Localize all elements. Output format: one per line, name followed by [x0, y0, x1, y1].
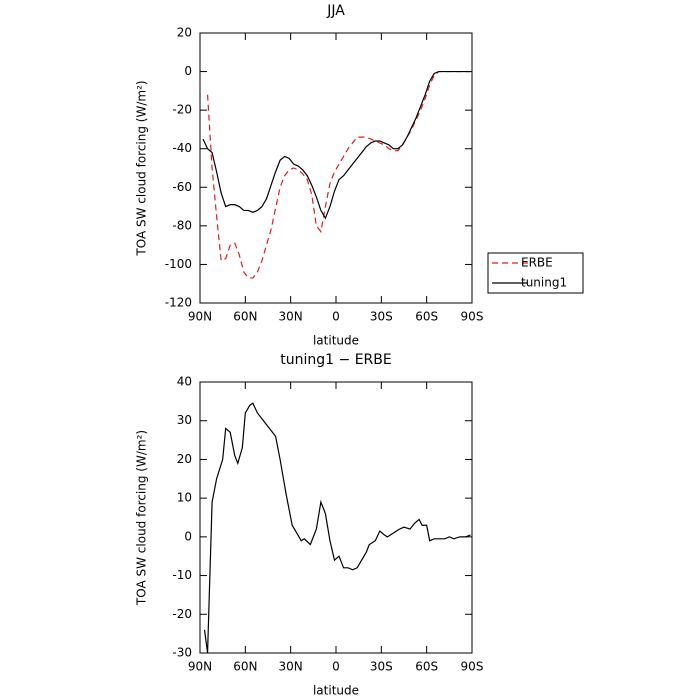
y-tick-label: -100 [165, 257, 192, 271]
y-tick-label: 0 [184, 529, 192, 543]
y-tick-label: 40 [177, 375, 192, 389]
x-tick-label: 90S [461, 310, 484, 324]
y-tick-label: -20 [172, 103, 192, 117]
y-tick-label: -60 [172, 180, 192, 194]
x-tick-label: 60N [233, 310, 257, 324]
x-axis-label: latitude [313, 334, 359, 348]
y-tick-label: 30 [177, 413, 192, 427]
y-tick-label: -20 [172, 607, 192, 621]
legend-label: ERBE [521, 256, 553, 270]
y-axis-label: TOA SW cloud forcing (W/m²) [135, 80, 149, 256]
y-tick-label: 0 [184, 64, 192, 78]
plot-frame [199, 381, 473, 654]
y-tick-label: -10 [172, 568, 192, 582]
x-tick-label: 60N [233, 660, 257, 674]
data-line [206, 70, 471, 279]
x-tick-label: 0 [332, 310, 340, 324]
y-tick-label: 20 [177, 26, 192, 40]
y-tick-label: -80 [172, 218, 192, 232]
x-tick-label: 60S [415, 310, 438, 324]
y-axis-label: TOA SW cloud forcing (W/m²) [135, 430, 149, 606]
y-tick-label: -30 [172, 646, 192, 660]
legend-label: tuning1 [521, 276, 567, 290]
legend-box [487, 252, 584, 294]
x-axis-label: latitude [313, 684, 359, 698]
data-line [203, 402, 471, 654]
x-tick-label: 0 [332, 660, 340, 674]
y-tick-label: 10 [177, 491, 192, 505]
y-tick-label: 20 [177, 452, 192, 466]
x-tick-label: 30N [279, 310, 303, 324]
x-tick-label: 90S [461, 660, 484, 674]
chart-title: tuning1 − ERBE [280, 352, 391, 368]
x-tick-label: 30S [370, 660, 393, 674]
x-tick-label: 30N [279, 660, 303, 674]
y-tick-label: -40 [172, 141, 192, 155]
x-tick-label: 60S [415, 660, 438, 674]
data-line [202, 70, 471, 220]
x-tick-label: 90N [188, 310, 212, 324]
chart-title: JJA [326, 3, 345, 19]
x-tick-label: 90N [188, 660, 212, 674]
y-tick-label: -120 [165, 296, 192, 310]
x-tick-label: 30S [370, 310, 393, 324]
